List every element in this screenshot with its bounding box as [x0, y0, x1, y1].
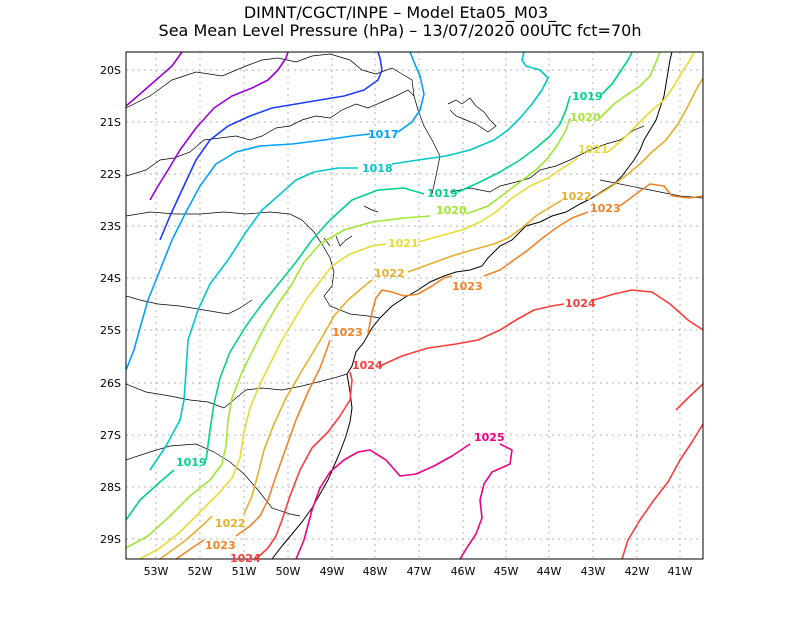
- lon-tick-label: 47W: [407, 565, 432, 578]
- lat-tick-label: 21S: [100, 116, 121, 129]
- lon-tick-label: 43W: [581, 565, 606, 578]
- contour-label-1019: 1019: [176, 456, 207, 469]
- lon-tick-label: 45W: [494, 565, 519, 578]
- contour-label-1017: 1017: [368, 128, 399, 141]
- contour-label-1022: 1022: [215, 517, 246, 530]
- title-line-1: DIMNT/CGCT/INPE – Model Eta05_M03_: [243, 3, 557, 22]
- contour-label-1023: 1023: [590, 202, 621, 215]
- contour-label-1024: 1024: [230, 552, 261, 565]
- isobar-contours: [126, 52, 703, 559]
- lat-tick-label: 26S: [100, 377, 121, 390]
- isobar-1024: [621, 383, 703, 559]
- contour-label-1025: 1025: [474, 431, 505, 444]
- lat-tick-label: 20S: [100, 64, 121, 77]
- isobar-1019: [126, 52, 633, 521]
- isobar-1015: [126, 52, 183, 107]
- isobar-1020: [126, 52, 661, 549]
- contour-label-1021: 1021: [388, 237, 419, 250]
- map-frame: [125, 51, 704, 560]
- isobar-1017: [126, 52, 425, 371]
- contour-label-1019: 1019: [427, 187, 458, 200]
- isobar-1015: [149, 52, 289, 201]
- lon-tick-label: 52W: [188, 565, 213, 578]
- contour-label-1023: 1023: [332, 326, 363, 339]
- latitude-axis: 20S 21S 22S 23S 24S 25S 26S 27S 28S 29S: [100, 64, 121, 546]
- contour-label-1020: 1020: [570, 111, 601, 124]
- contour-label-1021: 1021: [578, 143, 609, 156]
- lat-tick-label: 24S: [100, 272, 121, 285]
- lon-tick-label: 48W: [363, 565, 388, 578]
- map-title: DIMNT/CGCT/INPE – Model Eta05_M03_ Sea M…: [0, 4, 800, 40]
- lon-tick-label: 49W: [320, 565, 345, 578]
- coastline: [271, 52, 673, 559]
- lat-tick-label: 29S: [100, 533, 121, 546]
- lat-tick-label: 25S: [100, 324, 121, 337]
- lon-tick-label: 46W: [451, 565, 476, 578]
- contour-label-1019: 1019: [572, 90, 603, 103]
- contour-label-1018: 1018: [362, 162, 393, 175]
- lon-tick-label: 42W: [625, 565, 650, 578]
- lat-tick-label: 22S: [100, 168, 121, 181]
- contour-label-1024: 1024: [565, 297, 596, 310]
- state-borders: [126, 53, 703, 517]
- lon-tick-label: 50W: [276, 565, 301, 578]
- contour-labels: 1017 1018 1019 1020 1021 1022 1023 1024 …: [176, 90, 621, 565]
- contour-label-1022: 1022: [561, 190, 592, 203]
- contour-label-1024: 1024: [352, 359, 383, 372]
- contour-label-1020: 1020: [436, 204, 467, 217]
- lon-tick-label: 53W: [144, 565, 169, 578]
- isobar-1025: [295, 443, 513, 559]
- isobar-1016: [159, 52, 383, 241]
- contour-label-1023: 1023: [452, 280, 483, 293]
- grid-lines: [126, 52, 703, 559]
- isobar-1023: [175, 183, 703, 559]
- lon-tick-label: 41W: [668, 565, 693, 578]
- lon-tick-label: 44W: [537, 565, 562, 578]
- longitude-axis: 53W 52W 51W 50W 49W 48W 47W 46W 45W 44W …: [144, 565, 693, 578]
- isobar-1024: [255, 289, 703, 559]
- isobar-1018: [149, 52, 549, 471]
- lon-tick-label: 51W: [232, 565, 257, 578]
- isobar-1021: [139, 52, 695, 559]
- lat-tick-label: 27S: [100, 429, 121, 442]
- isobar-1022: [159, 77, 703, 559]
- lat-tick-label: 28S: [100, 481, 121, 494]
- rivers: [323, 97, 497, 247]
- title-line-2: Sea Mean Level Pressure (hPa) – 13/07/20…: [158, 21, 642, 40]
- contour-label-1023: 1023: [205, 539, 236, 552]
- lat-tick-label: 23S: [100, 220, 121, 233]
- contour-label-1022: 1022: [374, 267, 405, 280]
